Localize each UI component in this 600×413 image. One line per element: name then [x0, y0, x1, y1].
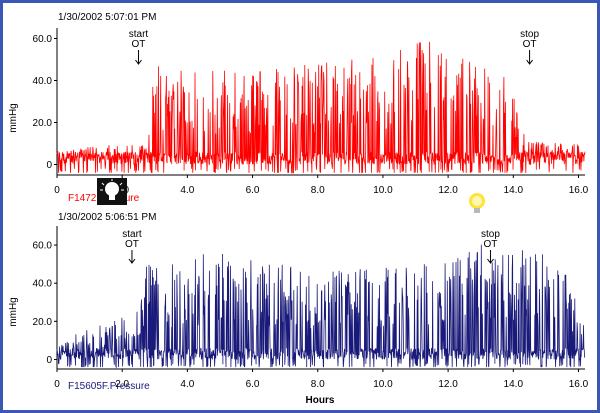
y-tick-label: 40.0 [33, 76, 53, 87]
x-axis-label: Hours [306, 395, 335, 406]
x-tick-label: 6.0 [246, 185, 260, 196]
y-tick-label: 0 [46, 160, 52, 171]
x-tick-label: 12.0 [438, 379, 458, 390]
chart-panel-bottom: 1/30/2002 5:06:51 PM mmHg 0 20.0 40.0 60.0 0… [8, 212, 589, 406]
x-tick-label: 10.0 [373, 379, 393, 390]
x-tick-label: 4.0 [180, 185, 194, 196]
y-tick-label: 0 [46, 355, 52, 366]
x-tick-label: 14.0 [504, 185, 524, 196]
y-axis-label: mmHg [8, 103, 19, 132]
annotation-label: stop [481, 229, 500, 240]
chart-timestamp: 1/30/2002 5:07:01 PM [58, 12, 156, 23]
series-name: F15605F.Pressure [68, 381, 150, 392]
x-tick-label: 0 [54, 185, 60, 196]
x-tick-label: 12.0 [438, 185, 458, 196]
x-tick-label: 16.0 [569, 185, 589, 196]
y-tick-label: 60.0 [33, 241, 53, 252]
lightbulb-lit-icon[interactable] [469, 193, 485, 213]
lightbulb-dark-icon[interactable] [97, 178, 127, 205]
annotation-arrowhead [135, 59, 142, 65]
x-tick-label: 4.0 [180, 379, 194, 390]
x-tick-label: 8.0 [311, 379, 325, 390]
x-tick-label: 10.0 [373, 185, 393, 196]
x-tick-label: 16.0 [569, 379, 589, 390]
x-tick-label: 2.0 [115, 379, 129, 390]
x-tick-label: 0 [54, 379, 60, 390]
y-tick-label: 20.0 [33, 317, 53, 328]
y-tick-label: 20.0 [33, 118, 53, 129]
x-tick-label: 8.0 [311, 185, 325, 196]
y-tick-label: 40.0 [33, 279, 53, 290]
annotation-arrowhead [526, 59, 533, 65]
annotation-label: OT [132, 39, 146, 50]
annotation-label: stop [520, 29, 539, 40]
annotation-label: OT [125, 239, 139, 250]
y-axis-label: mmHg [8, 297, 19, 326]
x-tick-label: 14.0 [504, 379, 524, 390]
annotation-label: start [129, 29, 149, 40]
series-line [56, 41, 586, 174]
annotation-label: start [122, 229, 142, 240]
annotation-arrowhead [487, 258, 494, 264]
series-line [56, 244, 586, 369]
annotation-label: OT [484, 239, 498, 250]
chart-panel-top: 1/30/2002 5:07:01 PM mmHg 0 20.0 40.0 60.0 0… [8, 12, 589, 204]
annotation-label: OT [523, 39, 537, 50]
y-tick-label: 60.0 [33, 34, 53, 45]
annotation-arrowhead [128, 258, 136, 264]
x-tick-label: 6.0 [246, 379, 260, 390]
chart-timestamp: 1/30/2002 5:06:51 PM [58, 212, 156, 223]
